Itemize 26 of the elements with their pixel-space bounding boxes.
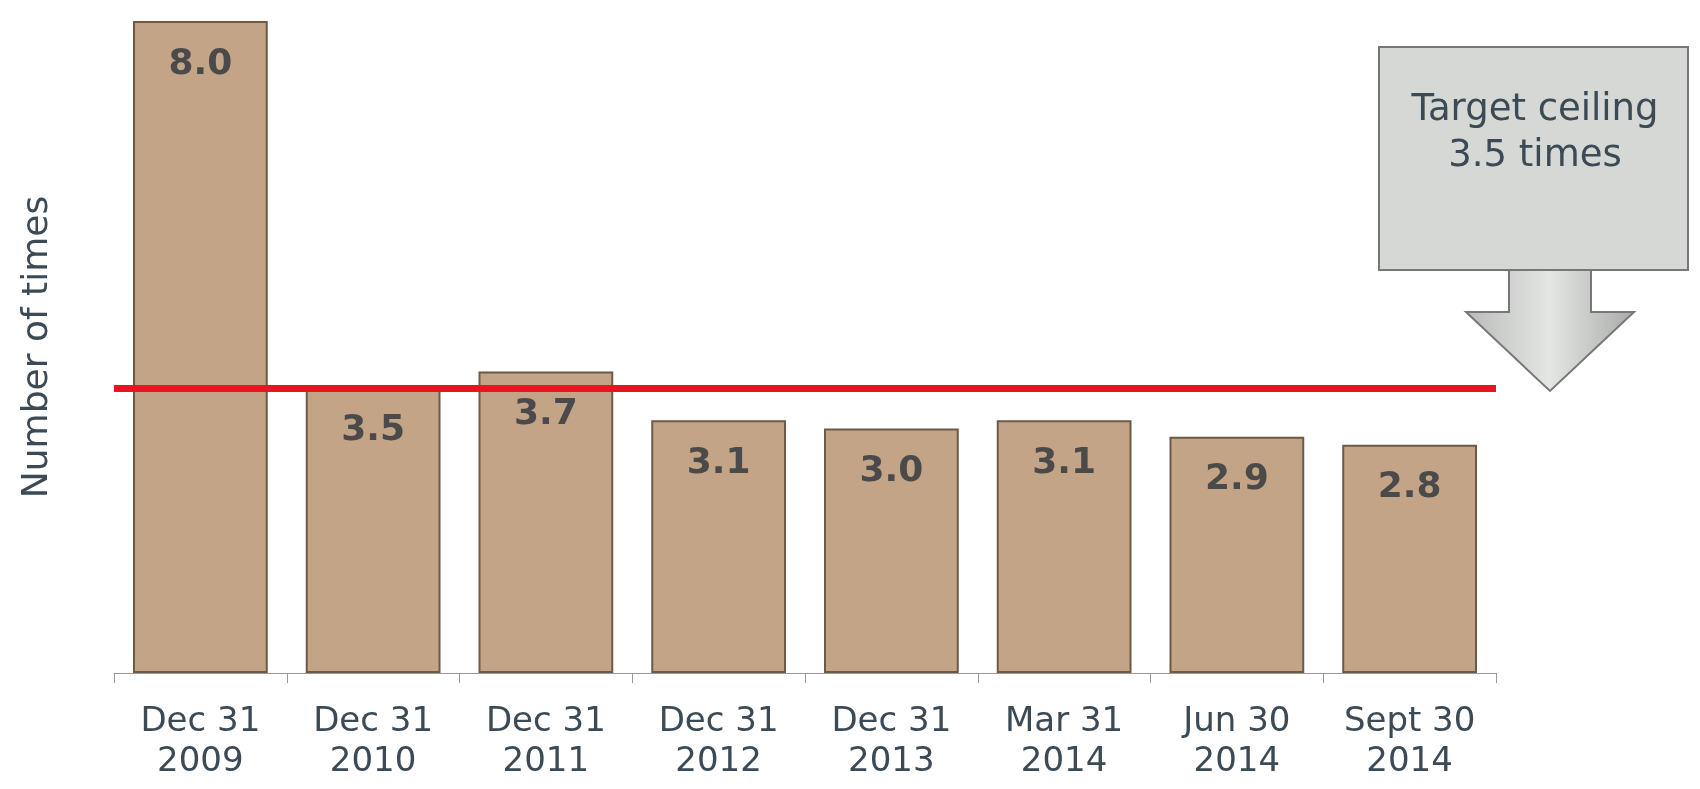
data-label: 3.1 (1032, 439, 1097, 481)
x-tick-label: Dec 31 2009 (140, 699, 261, 779)
x-tick-label: Dec 31 2013 (831, 699, 952, 779)
bar (478, 371, 614, 673)
data-label: 3.1 (686, 439, 751, 481)
bar (824, 428, 959, 673)
data-label: 8.0 (168, 40, 233, 82)
y-axis-title: Number of times (13, 195, 55, 499)
data-label: 2.8 (1377, 464, 1442, 506)
data-label: 2.9 (1204, 456, 1269, 498)
bar (1342, 444, 1477, 673)
bar (651, 420, 786, 673)
bar (996, 420, 1132, 673)
x-tick-label: Dec 31 2010 (313, 699, 434, 779)
x-tick-label: Dec 31 2011 (485, 699, 606, 779)
x-tick-label: Dec 31 2012 (658, 699, 779, 779)
annotation: Target ceiling 3.5 times (1410, 85, 1660, 177)
x-tick-label: Jun 30 2014 (1181, 699, 1291, 779)
bar (1169, 436, 1305, 673)
x-tick-label: Mar 31 2014 (1005, 699, 1124, 779)
data-label: 3.0 (859, 448, 924, 489)
data-label: 3.5 (341, 407, 406, 449)
bar (133, 21, 268, 673)
arrow-callout: Target ceiling 3.5 times (1375, 43, 1692, 393)
data-label: 3.7 (513, 390, 578, 432)
x-tick-label: Sept 30 2014 (1343, 699, 1476, 779)
